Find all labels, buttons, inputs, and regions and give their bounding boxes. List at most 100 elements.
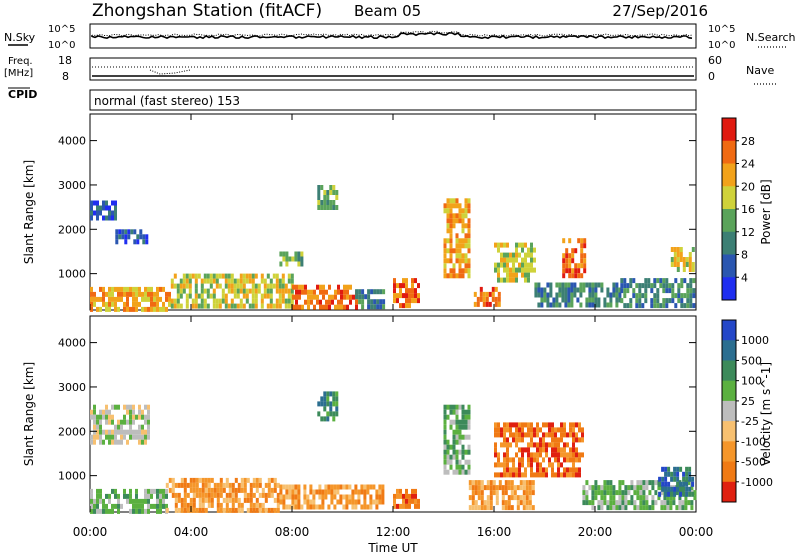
velocity-cell xyxy=(603,480,607,486)
velocity-cell xyxy=(345,484,349,490)
velocity-cell xyxy=(458,424,462,430)
velocity-cell xyxy=(282,494,286,500)
power-cell xyxy=(206,303,210,309)
power-cell xyxy=(408,303,411,309)
velocity-cell xyxy=(264,507,268,513)
velocity-cell xyxy=(500,432,503,438)
power-cell xyxy=(361,304,365,310)
velocity-cell xyxy=(516,485,520,491)
power-cell xyxy=(458,273,462,279)
power-cell xyxy=(102,296,105,302)
power-cell xyxy=(317,190,321,195)
velocity-cell xyxy=(408,498,411,504)
power-cell xyxy=(284,303,288,309)
velocity-cell xyxy=(522,495,526,501)
power-cell xyxy=(567,297,571,303)
velocity-cell xyxy=(639,495,643,501)
velocity-cell xyxy=(267,492,271,498)
power-cell xyxy=(564,287,568,293)
power-cell xyxy=(251,273,255,279)
velocity-cell xyxy=(528,505,532,511)
power-cell xyxy=(562,253,566,259)
velocity-cell xyxy=(566,472,569,478)
power-cell xyxy=(254,288,258,294)
velocity-cell xyxy=(243,492,247,498)
power-cell xyxy=(461,238,465,244)
power-cell xyxy=(317,185,321,190)
power-cell xyxy=(290,273,294,279)
power-cell xyxy=(567,282,571,288)
velocity-cell xyxy=(507,500,511,506)
velocity-cell xyxy=(528,500,532,506)
velocity-cell xyxy=(509,442,512,448)
velocity-cell xyxy=(117,419,120,425)
velocity-cell xyxy=(201,497,205,503)
velocity-cell xyxy=(506,462,509,468)
velocity-cell xyxy=(123,434,126,440)
power-cell xyxy=(102,205,105,211)
velocity-cell xyxy=(147,508,150,514)
velocity-cell xyxy=(551,472,554,478)
power-cell xyxy=(176,298,180,304)
velocity-cell xyxy=(345,504,349,510)
power-cell xyxy=(147,296,150,302)
power-cell xyxy=(653,283,657,289)
velocity-cell xyxy=(578,472,581,478)
power-cell xyxy=(689,298,693,304)
velocity-cell xyxy=(117,503,120,509)
power-cell xyxy=(150,306,153,312)
power-cell xyxy=(670,247,674,252)
velocity-cell xyxy=(536,467,539,473)
velocity-cell xyxy=(494,452,497,458)
velocity-cell xyxy=(642,480,646,486)
velocity-cell xyxy=(664,481,668,487)
power-cell xyxy=(455,248,459,254)
power-cell xyxy=(503,252,506,258)
velocity-cell xyxy=(219,492,223,498)
velocity-cell xyxy=(551,442,554,448)
power-cell xyxy=(576,297,580,303)
power-cell xyxy=(561,297,565,303)
power-cell xyxy=(680,293,684,299)
velocity-cell xyxy=(326,396,330,402)
y-tick-label: 1000 xyxy=(58,470,86,483)
velocity-cell xyxy=(500,427,503,433)
power-cell xyxy=(358,294,362,300)
power-region xyxy=(473,286,501,307)
power-cell xyxy=(653,293,657,299)
velocity-cell xyxy=(129,493,132,499)
velocity-cell xyxy=(90,414,93,420)
velocity-cell xyxy=(297,494,301,500)
power-cell xyxy=(567,287,571,293)
power-cell xyxy=(200,298,204,304)
velocity-cell xyxy=(557,467,560,473)
velocity-cell xyxy=(99,429,102,435)
velocity-cell xyxy=(600,495,604,501)
power-cell xyxy=(335,205,339,210)
power-cell xyxy=(99,306,102,312)
velocity-cell xyxy=(411,498,414,504)
velocity-cell xyxy=(548,427,551,433)
velocity-cell xyxy=(156,503,159,509)
power-cell xyxy=(582,282,586,288)
power-cell xyxy=(150,301,153,307)
power-cell xyxy=(367,299,371,305)
power-cell xyxy=(691,247,695,252)
velocity-cell xyxy=(461,454,465,460)
velocity-cell xyxy=(90,488,93,494)
velocity-cell xyxy=(554,432,557,438)
time-axis: 00:00 04:00 08:00 12:00 16:00 20:00 00:00 xyxy=(73,114,713,539)
velocity-cell xyxy=(673,486,677,492)
velocity-cell xyxy=(102,429,105,435)
power-cell xyxy=(689,303,693,309)
velocity-cell xyxy=(539,462,542,468)
power-cell xyxy=(141,291,144,297)
power-cell xyxy=(105,200,108,206)
velocity-cell xyxy=(513,485,517,491)
power-cell xyxy=(692,303,696,309)
velocity-cell xyxy=(93,503,96,509)
power-cell xyxy=(680,283,684,289)
power-cell xyxy=(295,299,298,305)
power-cell xyxy=(594,302,598,308)
